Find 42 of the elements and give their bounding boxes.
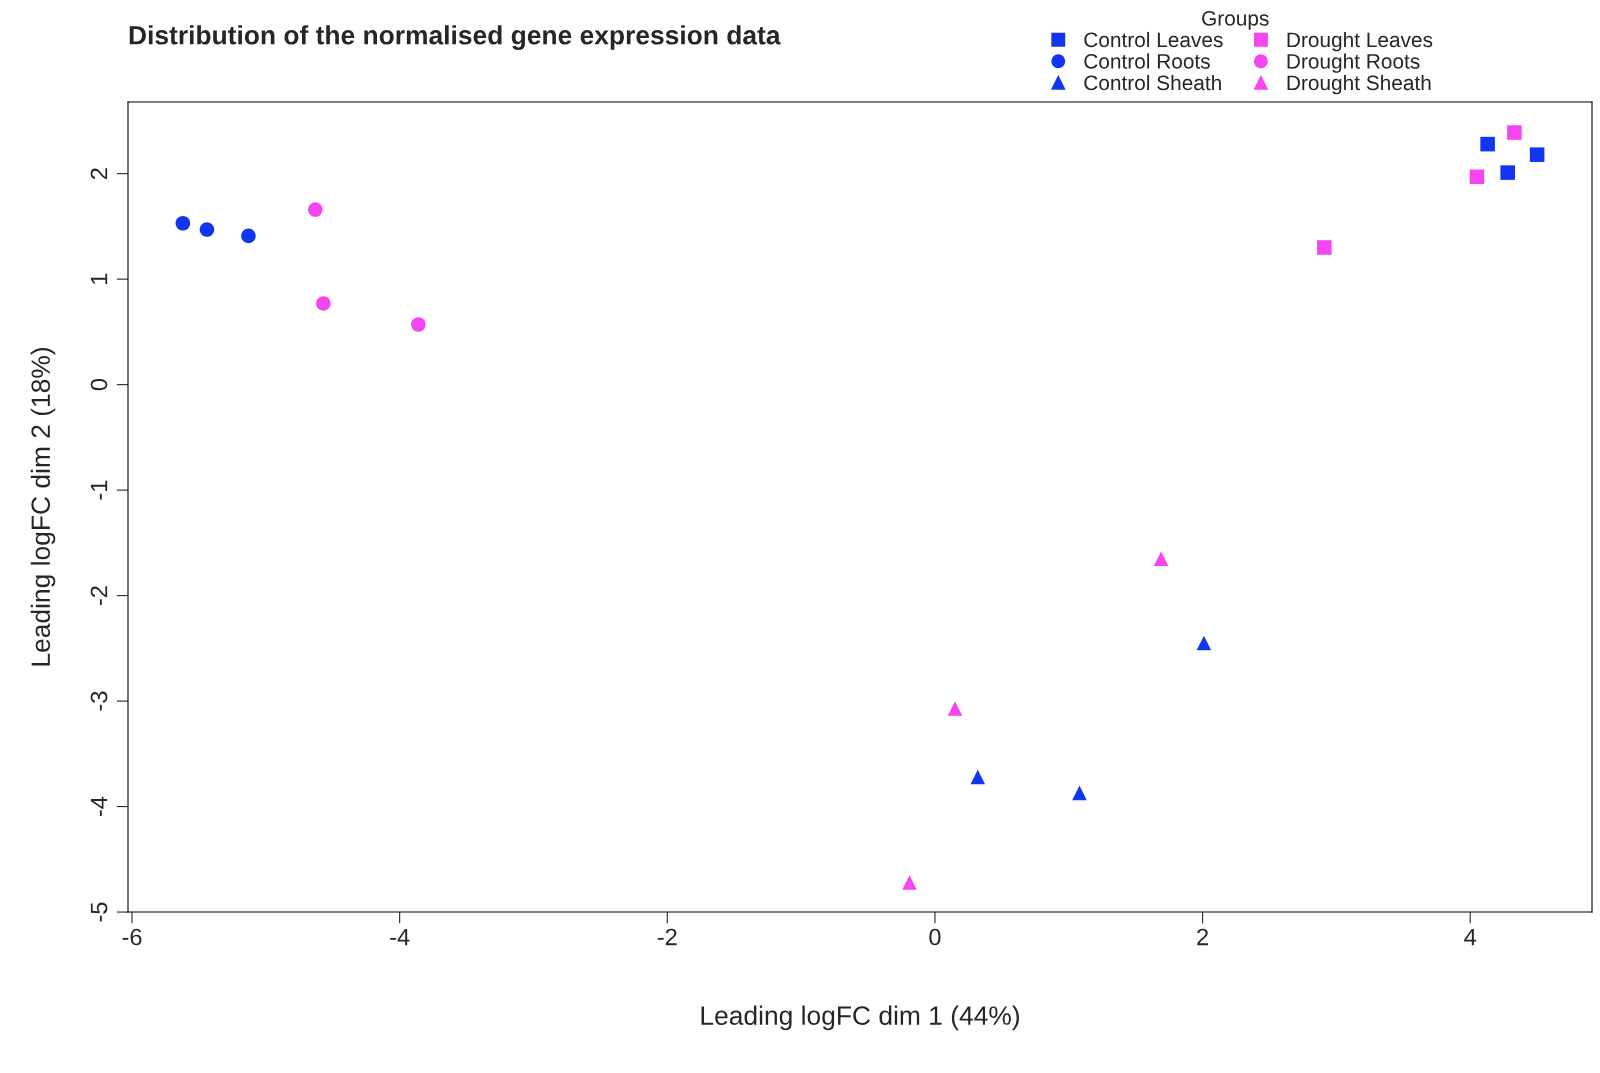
y-tick-label: 0 bbox=[90, 378, 108, 391]
point bbox=[902, 875, 917, 890]
legend-title: Groups bbox=[1202, 10, 1269, 30]
point bbox=[411, 317, 426, 332]
x-tick-label: -4 bbox=[390, 928, 410, 946]
point bbox=[1317, 240, 1332, 255]
x-tick-label: 0 bbox=[929, 928, 941, 946]
point bbox=[1469, 169, 1485, 185]
y-tick-label: -4 bbox=[90, 796, 108, 817]
point bbox=[1072, 785, 1087, 801]
point bbox=[1529, 147, 1545, 162]
point bbox=[1507, 125, 1522, 140]
point bbox=[1196, 635, 1212, 651]
point bbox=[970, 769, 986, 785]
point bbox=[175, 215, 191, 231]
point bbox=[1500, 165, 1515, 180]
x-axis-title: Leading logFC dim 1 (44%) bbox=[701, 1005, 1019, 1031]
point bbox=[947, 701, 963, 716]
point bbox=[199, 222, 215, 237]
legend-label: Control Roots bbox=[1084, 53, 1210, 69]
y-tick-label: -5 bbox=[90, 902, 108, 922]
y-tick-label: 2 bbox=[90, 168, 108, 180]
legend-label: Drought Sheath bbox=[1287, 74, 1431, 95]
legend-label: Drought Roots bbox=[1287, 53, 1420, 73]
y-axis-title: Leading logFC dim 2 (18%) bbox=[30, 348, 56, 666]
chart-title: Distribution of the normalised gene expression data bbox=[129, 25, 781, 50]
y-tick-label: -1 bbox=[90, 480, 108, 500]
y-tick-label: 1 bbox=[90, 273, 108, 284]
point bbox=[316, 296, 331, 311]
point bbox=[1153, 551, 1169, 566]
legend-label: Drought Leaves bbox=[1287, 31, 1433, 52]
x-tick-label: 4 bbox=[1464, 928, 1477, 946]
y-tick-label: -3 bbox=[90, 691, 108, 711]
y-tick-label: -2 bbox=[90, 586, 108, 606]
x-tick-label: 2 bbox=[1197, 928, 1208, 946]
legend-label: Control Sheath bbox=[1084, 74, 1221, 91]
point bbox=[241, 228, 256, 244]
x-tick-label: -6 bbox=[122, 928, 142, 946]
legend-label: Control Leaves bbox=[1084, 31, 1223, 48]
point bbox=[1480, 136, 1495, 152]
point bbox=[308, 202, 323, 217]
x-tick-label: -2 bbox=[657, 928, 677, 946]
